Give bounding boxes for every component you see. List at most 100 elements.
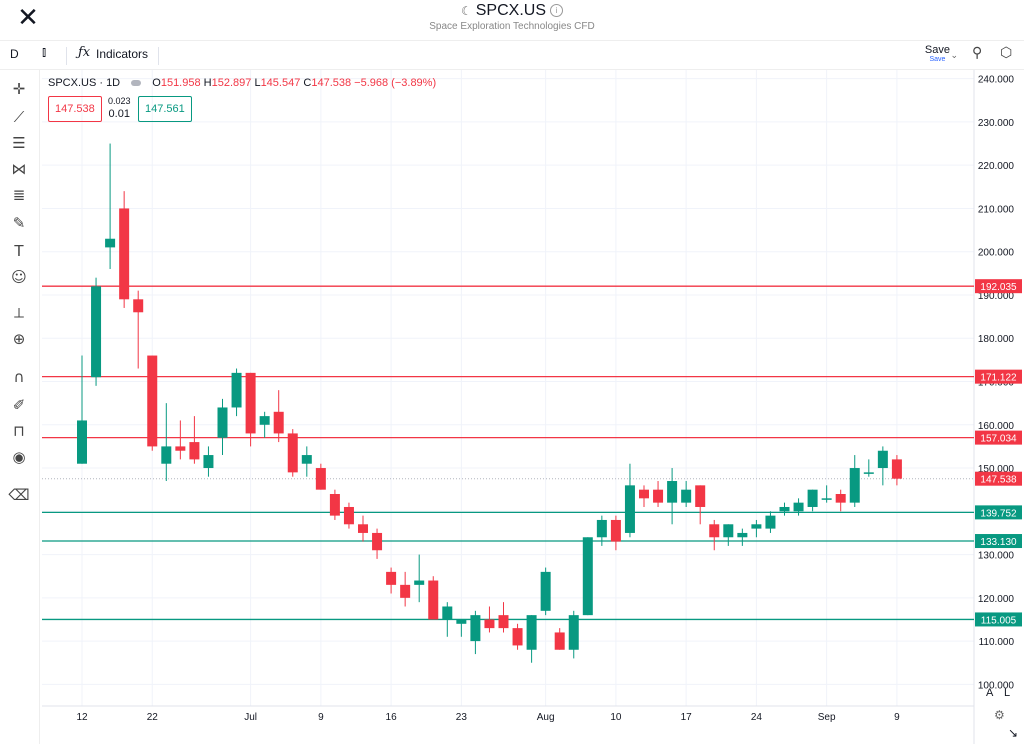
eye-icon[interactable]: ◉ — [12, 448, 26, 466]
legend-open: 151.958 — [160, 77, 201, 89]
candle-body — [217, 407, 228, 438]
price-level-label: 147.538 — [980, 475, 1017, 486]
candle-body — [91, 286, 102, 378]
spread-top: 0.023 — [108, 96, 131, 106]
legend-change: −5.968 (−3.89%) — [354, 77, 437, 89]
quick-search-icon[interactable]: ⚲ — [972, 45, 983, 61]
settings-gear-icon[interactable]: ⚙ — [994, 708, 1005, 722]
candle-body — [639, 489, 649, 499]
indicators-icon[interactable]: ƒx — [78, 45, 91, 60]
price-level-label: 192.035 — [980, 282, 1017, 293]
candle-body — [526, 615, 537, 650]
fib-icon[interactable]: ≣ — [12, 186, 26, 204]
pattern-icon[interactable]: ⋈ — [11, 160, 27, 178]
zoom-in-icon[interactable]: ⊕ — [12, 330, 26, 348]
log-scale-button[interactable]: L — [1004, 687, 1011, 699]
candle-body — [653, 489, 664, 503]
candle-body — [723, 524, 734, 538]
collapse-icon[interactable] — [131, 80, 142, 86]
price-level-tag — [975, 279, 1022, 294]
y-tick-label: 190.000 — [978, 291, 1015, 302]
candle-body — [343, 506, 354, 525]
y-tick-label: 130.000 — [978, 551, 1015, 562]
save-sublabel: Save — [929, 56, 946, 63]
candle-body — [119, 208, 130, 300]
unlock-icon[interactable]: ⊓ — [13, 422, 25, 440]
symbol-title[interactable]: SPCX.US — [475, 2, 546, 19]
toolbar-divider — [158, 47, 159, 65]
trend-line-icon[interactable]: ⟋ — [13, 108, 25, 126]
candle-body — [315, 468, 326, 490]
ohlc-legend: SPCX.US · 1D O151.958 H152.897 L145.547 … — [48, 77, 436, 89]
legend-symbol[interactable]: SPCX.US · 1D — [48, 77, 121, 89]
legend-close: 147.538 — [311, 77, 352, 89]
trash-icon[interactable]: ⌫ — [8, 486, 30, 504]
candle-body — [512, 628, 523, 646]
title-block: ☾ SPCX.US i Space Exploration Technologies… — [0, 2, 1024, 32]
interval-button[interactable]: D — [10, 47, 19, 61]
info-icon[interactable]: i — [550, 4, 563, 17]
settings-icon[interactable]: ⬡ — [1000, 45, 1013, 61]
horizontal-lines-icon[interactable]: ☰ — [12, 134, 26, 152]
brush-icon[interactable]: ✎ — [12, 214, 26, 232]
text-icon[interactable]: T — [14, 242, 24, 260]
emoji-icon[interactable]: ☺ — [11, 268, 27, 286]
x-tick-label: 10 — [610, 712, 622, 723]
legend-h-label: H — [203, 77, 212, 89]
candle-body — [147, 355, 158, 447]
chart-toolbar: D ⫾ ƒx Indicators Save Save ⌄ ⚲ ⬡ — [0, 40, 1024, 70]
price-level-tag — [975, 505, 1022, 520]
lock-drawing-icon[interactable]: ✐ — [12, 396, 26, 414]
candle-body — [400, 584, 411, 598]
x-tick-label: 16 — [386, 712, 398, 723]
candle-body — [470, 615, 481, 642]
candle-body — [287, 433, 298, 473]
candle-body — [161, 446, 172, 464]
crosshair-icon[interactable]: ✛ — [12, 80, 26, 98]
drawing-toolbar: ✛ ⟋ ☰ ⋈ ≣ ✎ T ☺ ⟂ ⊕ ∩ ✐ ⊓ ◉ ⌫ — [0, 70, 40, 744]
x-tick-label: 24 — [751, 712, 763, 723]
y-tick-label: 210.000 — [978, 204, 1015, 215]
save-button[interactable]: Save Save — [925, 44, 950, 63]
resize-icon[interactable]: ↘ — [1008, 726, 1019, 740]
candle-body — [554, 632, 565, 650]
x-tick-label: 9 — [318, 712, 324, 723]
candle-body — [414, 580, 425, 585]
candle-body — [456, 619, 467, 624]
chevron-down-icon[interactable]: ⌄ — [950, 50, 958, 60]
candle-body — [442, 606, 453, 620]
sell-button[interactable]: 147.538 — [48, 96, 102, 122]
price-level-tag — [975, 612, 1022, 627]
auto-scale-button[interactable]: A — [986, 687, 994, 699]
candle-body — [245, 372, 256, 434]
save-label: Save — [924, 44, 950, 56]
candle-body — [189, 442, 200, 460]
candle-body — [891, 459, 902, 479]
x-tick-label: 9 — [894, 712, 900, 723]
candle-body — [77, 420, 87, 464]
buy-button[interactable]: 147.561 — [138, 96, 192, 122]
legend-l-label: L — [254, 77, 261, 89]
candle-body — [821, 498, 832, 500]
candle-body — [807, 489, 818, 507]
y-tick-label: 110.000 — [979, 637, 1015, 648]
ruler-icon[interactable]: ⟂ — [13, 304, 24, 322]
candle-body — [484, 619, 495, 629]
spread-bottom: 0.01 — [108, 108, 130, 120]
candles-icon[interactable]: ⫾ — [42, 45, 47, 60]
close-icon[interactable]: ✕ — [17, 3, 39, 33]
candle-body — [358, 524, 368, 533]
candle-body — [105, 238, 116, 248]
candle-body — [582, 537, 593, 616]
x-tick-label: 23 — [456, 712, 468, 723]
magnet-icon[interactable]: ∩ — [13, 368, 25, 386]
candle-body — [863, 472, 874, 474]
price-level-tag — [975, 369, 1022, 384]
candle-body — [175, 446, 186, 451]
x-tick-label: Jul — [244, 712, 257, 723]
candle-body — [428, 580, 439, 620]
candle-body — [540, 571, 551, 611]
indicators-button[interactable]: Indicators — [96, 47, 149, 61]
x-tick-label: Sep — [818, 712, 836, 723]
